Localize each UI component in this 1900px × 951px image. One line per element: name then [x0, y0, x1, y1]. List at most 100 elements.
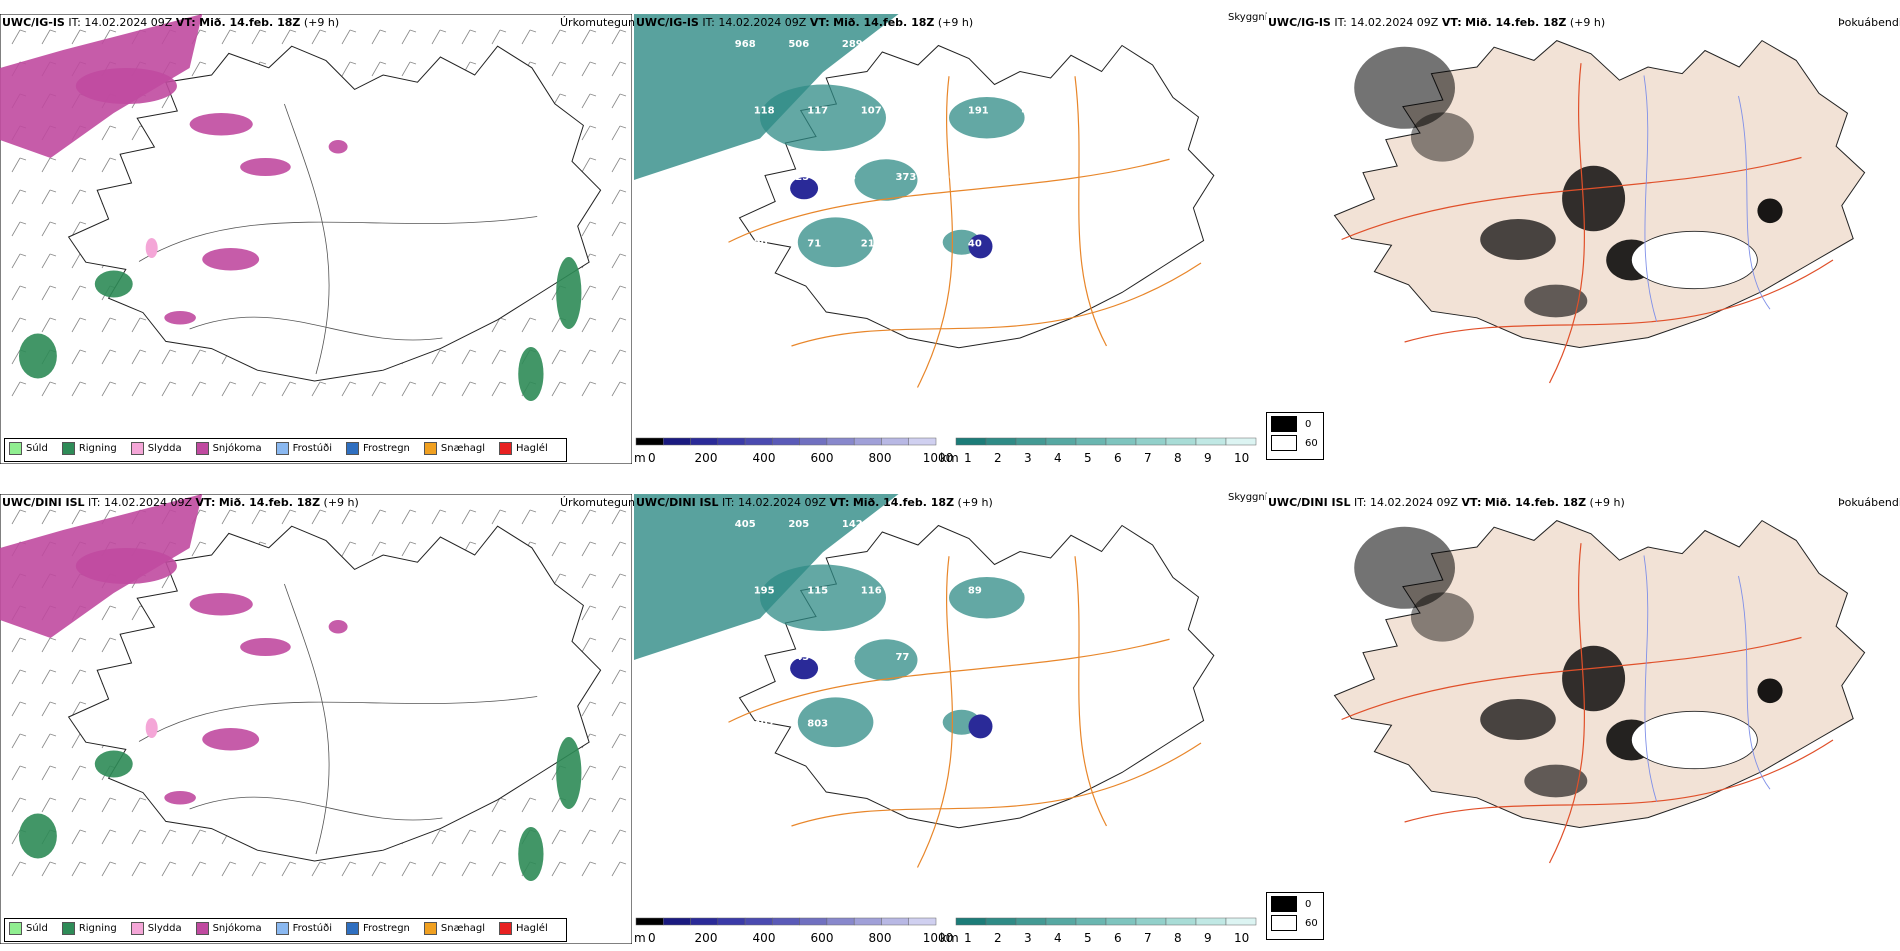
- lead-time: (+9 h): [1569, 16, 1606, 29]
- it-value: 14.02.2024 09Z: [718, 16, 807, 29]
- it-value: 14.02.2024 09Z: [84, 16, 173, 29]
- km-tick: 2: [994, 931, 1002, 945]
- visibility-panel: 968 506 289 102 593 351 118 117 107 218 191 48 319 12…: [634, 12, 1268, 465]
- legend-swatch: [9, 922, 22, 935]
- fog-panel: UWC/DINI ISL IT: 14.02.2024 09Z VT: Mið.…: [1266, 494, 1900, 944]
- legend-label: Snæhagl: [440, 923, 486, 934]
- panel-header: UWC/IG-IS IT: 14.02.2024 09Z VT: Mið. 14…: [636, 16, 973, 29]
- km-colorbar-segment: [985, 437, 1017, 446]
- model-name: UWC/DINI ISL: [1268, 496, 1351, 509]
- legend-swatch: [499, 442, 513, 455]
- visibility-value-label: 62: [1021, 586, 1035, 597]
- precip-legend-item: Haglél: [499, 442, 548, 455]
- panel-header: UWC/DINI ISL IT: 14.02.2024 09Z VT: Mið.…: [636, 496, 993, 509]
- height-colorbar-segment: [881, 437, 909, 446]
- visibility-value-label: 143: [914, 586, 935, 597]
- legend-label: Slydda: [147, 443, 182, 454]
- fog-title: Þokuábendi: [1838, 496, 1900, 509]
- precip-legend-item: Súld: [9, 442, 48, 455]
- visibility-value-label: 42: [1003, 172, 1017, 183]
- height-tick: 600: [811, 931, 834, 945]
- km-colorbar-segment: [1075, 437, 1107, 446]
- visibility-value-label: 48: [735, 652, 749, 663]
- km-colorbar-segment: [955, 437, 987, 446]
- legend-swatch: [130, 922, 144, 935]
- legend-swatch: [195, 922, 209, 935]
- km-colorbar-segment: [1075, 917, 1107, 926]
- visibility-title: Skyggni: [1228, 12, 1268, 23]
- height-colorbar-segment: [826, 437, 855, 446]
- km-colorbar-segment: [1135, 437, 1167, 446]
- precip-legend-item: Snæhagl: [423, 442, 485, 455]
- km-colorbar-segment: [1165, 917, 1197, 926]
- it-value: 14.02.2024 09Z: [104, 496, 193, 509]
- visibility-value-label: 58: [842, 172, 856, 183]
- height-colorbar-segment: [853, 437, 882, 446]
- visibility-value-label: 150: [949, 652, 970, 663]
- legend-label: Frostregn: [363, 923, 410, 934]
- km-tick: 9: [1204, 931, 1212, 945]
- km-colorbar-segment: [1195, 917, 1227, 926]
- legend-label: Haglél: [516, 923, 548, 934]
- vt-value: Mið. 14.feb. 18Z: [833, 16, 935, 29]
- km-colorbar-segment: [1135, 917, 1167, 926]
- visibility-value-label: 405: [735, 519, 756, 530]
- legend-label: Frostúði: [292, 443, 332, 454]
- visibility-value-label: 24: [1003, 652, 1017, 663]
- lead-time: (+9 h): [303, 16, 340, 29]
- height-tick: 600: [811, 451, 834, 465]
- legend-label: Snjókoma: [212, 443, 262, 454]
- visibility-value-label: 593: [949, 39, 970, 50]
- visibility-value-label: 118: [754, 106, 775, 117]
- fog-legend-label: 60: [1305, 917, 1318, 929]
- fog-legend: 0 60: [1266, 412, 1324, 460]
- fog-legend-label: 0: [1305, 898, 1312, 910]
- model-name: UWC/IG-IS: [636, 16, 699, 29]
- height-tick: 400: [753, 931, 776, 945]
- legend-swatch: [275, 442, 289, 455]
- legend-swatch: [346, 442, 359, 455]
- visibility-value-label: 205: [788, 519, 809, 530]
- visibility-value-label: 402: [754, 718, 775, 729]
- km-tick: 3: [1024, 451, 1032, 465]
- model-name: UWC/DINI ISL: [636, 496, 719, 509]
- precip-type-title: Úrkomutegund: [560, 16, 642, 29]
- fog-legend-swatch: [1271, 896, 1297, 912]
- precip-legend-item: Haglél: [499, 922, 548, 935]
- height-colorbar-segment: [744, 437, 773, 446]
- km-colorbar-segment: [1225, 917, 1257, 926]
- it-label: IT:: [702, 16, 715, 29]
- height-tick: 800: [869, 451, 892, 465]
- legend-swatch: [61, 922, 75, 935]
- panel-header: UWC/IG-IS IT: 14.02.2024 09Z VT: Mið. 14…: [1268, 16, 1605, 29]
- height-colorbar-segment: [908, 437, 937, 446]
- km-colorbar-segment: [1015, 917, 1047, 926]
- legend-label: Haglél: [516, 443, 548, 454]
- km-tick: 5: [1084, 451, 1092, 465]
- km-colorbar-segment: [1015, 437, 1047, 446]
- it-label: IT:: [88, 496, 101, 509]
- legend-label: Rigning: [78, 923, 117, 934]
- vt-label: VT:: [1461, 496, 1482, 509]
- km-unit: km: [940, 931, 959, 945]
- km-colorbar-segment: [1045, 437, 1077, 446]
- height-colorbar-segment: [717, 917, 746, 926]
- precip-legend-item: Snjókoma: [195, 442, 262, 455]
- height-unit: m: [634, 931, 646, 945]
- legend-label: Slydda: [147, 923, 182, 934]
- legend-swatch: [130, 442, 144, 455]
- it-value: 14.02.2024 09Z: [1350, 16, 1439, 29]
- km-tick: 9: [1204, 451, 1212, 465]
- model-name: UWC/IG-IS: [2, 16, 65, 29]
- legend-label: Súld: [26, 443, 48, 454]
- lead-time: (+9 h): [1589, 496, 1625, 509]
- visibility-value-label: 20: [754, 238, 768, 249]
- it-value: 14.02.2024 09Z: [1370, 496, 1459, 509]
- precip-legend-item: Slydda: [130, 442, 182, 455]
- km-tick: 6: [1114, 931, 1122, 945]
- visibility-value-label: 351: [1003, 39, 1024, 50]
- height-colorbar-segment: [853, 917, 882, 926]
- visibility-value-label: 506: [788, 39, 809, 50]
